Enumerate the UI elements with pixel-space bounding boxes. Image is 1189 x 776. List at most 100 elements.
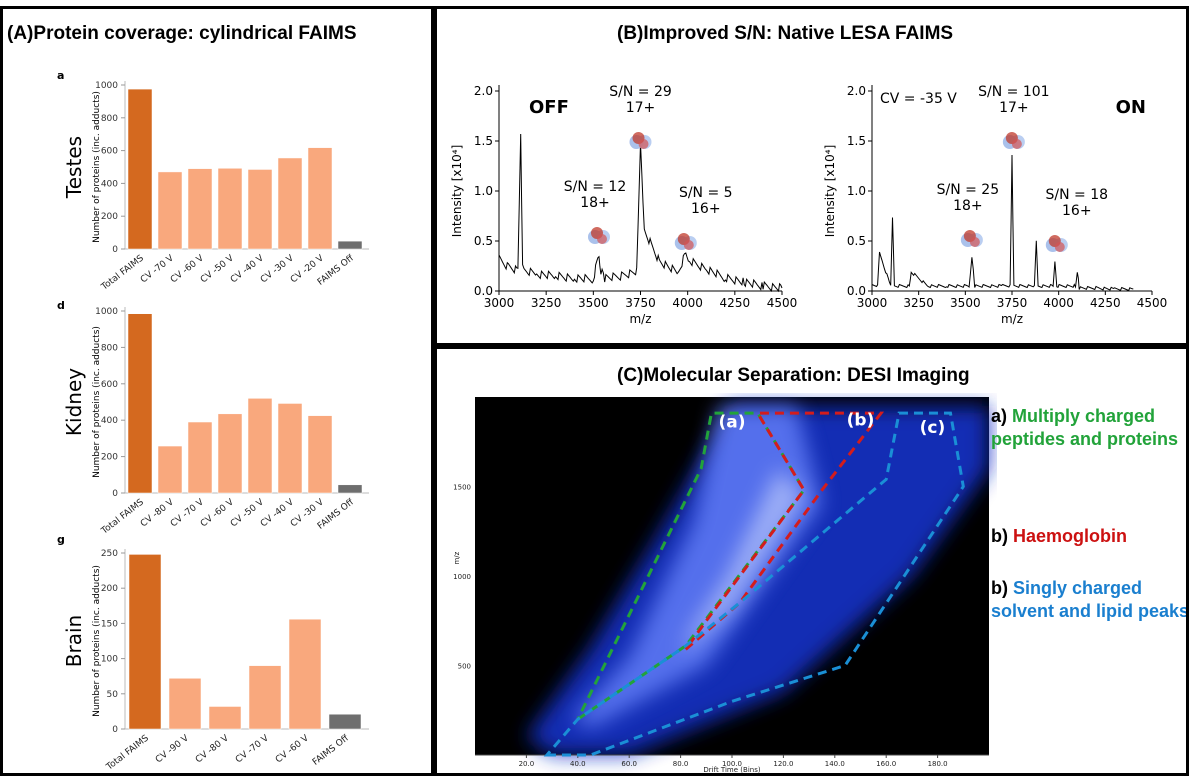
legend-b-prefix: b) — [991, 526, 1013, 546]
bar-cv-80-v — [208, 706, 242, 730]
subunit-glyph-red — [683, 240, 694, 250]
x-tick-label: CV -60 V — [274, 733, 312, 765]
bar-cv-30-v — [277, 157, 303, 250]
spectrum-on: 3000 3250 3500 3750 4000 4250 4500 0.0 0.5 1.0 1.5… — [823, 84, 1167, 326]
y-tick-label: 0.0 — [847, 284, 866, 298]
subunit-glyph-red — [596, 234, 607, 244]
panel-c-desi-imaging: (C)Molecular Separation: DESI Imaging 20… — [434, 346, 1189, 776]
region-label-a: (a) — [718, 412, 745, 432]
y-tick-label: 150 — [101, 619, 118, 629]
spectrum-off: 3000 3250 3500 3750 4000 4250 4500 0.0 0.5 1.0 1.5… — [450, 84, 797, 326]
y-tick-label: 600 — [101, 147, 118, 157]
x-tick-label: FAIMS Off — [311, 733, 352, 768]
panel-c-title: (C)Molecular Separation: DESI Imaging — [617, 365, 970, 387]
x-tick-label: 140.0 — [825, 760, 845, 768]
panel-a-title-text: Protein coverage: cylindrical FAIMS — [33, 23, 357, 44]
panel-b-spectra: (B)Improved S/N: Native LESA FAIMS 3000 3… — [434, 6, 1189, 346]
x-tick-label: 4500 — [1137, 296, 1168, 310]
bar-cv-70-v — [248, 665, 282, 730]
x-tick-label: 3000 — [484, 296, 515, 310]
bar-cv-60-v — [288, 618, 322, 730]
sn-label: S/N = 101 — [978, 84, 1049, 100]
y-tick-label: 0.5 — [847, 234, 866, 248]
tissue-label: Testes — [62, 136, 86, 199]
x-axis-label: m/z — [1001, 312, 1023, 326]
x-tick-label: Total FAIMS — [104, 733, 151, 773]
bar-cv-40-v — [277, 403, 303, 494]
bar-cv-50-v — [217, 168, 243, 250]
y-tick-label: 0.5 — [474, 234, 493, 248]
y-tick-label: 0 — [112, 489, 118, 499]
subplot-letter: g — [57, 533, 65, 546]
x-tick-label: 3000 — [857, 296, 888, 310]
region-label-c: (c) — [920, 418, 946, 438]
legend-item-a: a) Multiply charged peptides and protein… — [991, 405, 1186, 451]
sn-label: S/N = 29 — [609, 84, 672, 100]
legend-a-prefix: a) — [991, 406, 1013, 426]
legend-a-text: Multiply charged peptides and proteins — [991, 406, 1179, 449]
charge-state-label: 17+ — [999, 100, 1029, 116]
bar-total-faims — [128, 554, 162, 730]
bar-chart-kidney: d 0 200 400 600 800 1000 Kidney Number of protei… — [57, 299, 369, 537]
y-axis-label: Intensity [x10⁴] — [450, 145, 464, 238]
x-axis-label: Drift Time (Bins) — [703, 766, 760, 773]
bar-chart-brain: g 0 50 100 150 200 250 Brain Number of proteins … — [57, 533, 369, 773]
y-tick-label: 50 — [107, 690, 119, 700]
subplot-letter: a — [57, 69, 64, 82]
legend-item-b: b) Haemoglobin — [991, 525, 1186, 548]
x-tick-label: CV -80 V — [194, 733, 232, 765]
region-outline-c — [543, 411, 965, 757]
y-axis-label: Number of proteins (inc. adducts) — [92, 565, 102, 717]
charge-state-label: 16+ — [1062, 203, 1092, 219]
tissue-label: Brain — [62, 615, 86, 667]
x-tick-label: 4250 — [1090, 296, 1121, 310]
panel-b-spectrum-plots: 3000 3250 3500 3750 4000 4250 4500 0.0 0.5 1.0 1.5… — [450, 84, 1167, 326]
legend-b-text: Haemoglobin — [1013, 526, 1128, 546]
bar-cv-30-v — [307, 415, 333, 494]
subunit-glyph-red — [1054, 242, 1065, 252]
bar-cv-90-v — [168, 678, 202, 730]
x-tick-label: 4000 — [672, 296, 703, 310]
signal-ridge — [680, 468, 804, 655]
x-tick-label: 80.0 — [673, 760, 689, 768]
bar-faims-off — [328, 713, 362, 730]
subplot-letter: d — [57, 299, 65, 312]
bar-cv-70-v — [187, 421, 213, 494]
panel-b-letter: (B) — [617, 23, 644, 44]
legend-item-c: b) Singly charged solvent and lipid peak… — [991, 577, 1186, 623]
y-tick-label: 200 — [101, 584, 118, 594]
y-tick-label: 200 — [101, 212, 118, 222]
bar-cv-40-v — [247, 169, 273, 250]
bar-faims-off — [337, 484, 363, 494]
x-tick-label: CV -70 V — [234, 733, 272, 765]
y-tick-label: 1000 — [95, 307, 118, 317]
bar-total-faims — [127, 313, 153, 494]
x-tick-label: 120.0 — [773, 760, 793, 768]
charge-state-label: 18+ — [953, 198, 983, 214]
y-tick-label: 100 — [101, 655, 118, 665]
x-tick-label: 3250 — [531, 296, 562, 310]
y-tick-label: 250 — [101, 549, 118, 559]
panel-b-title-text: Improved S/N: Native LESA FAIMS — [643, 23, 954, 44]
x-tick-label: 4500 — [767, 296, 798, 310]
x-tick-label: 3500 — [578, 296, 609, 310]
y-tick-label: 2.0 — [474, 84, 493, 98]
y-tick-label: 1.5 — [847, 134, 866, 148]
bar-total-faims — [127, 88, 153, 250]
bar-cv-50-v — [247, 398, 273, 494]
state-label-off: OFF — [529, 97, 569, 118]
subunit-glyph-red — [969, 237, 980, 247]
x-tick-label: 3750 — [997, 296, 1028, 310]
x-tick-label: 4000 — [1043, 296, 1074, 310]
signal-core — [572, 405, 822, 729]
spectrum-trace — [498, 133, 783, 293]
panel-c-heatmap: 20.0 40.0 60.0 80.0 100.0 120.0 140.0 160.0 180.… — [453, 397, 989, 773]
x-tick-label: 3750 — [625, 296, 656, 310]
y-tick-label: 1500 — [453, 484, 471, 492]
bar-faims-off — [337, 240, 363, 250]
x-axis-label: m/z — [629, 312, 651, 326]
